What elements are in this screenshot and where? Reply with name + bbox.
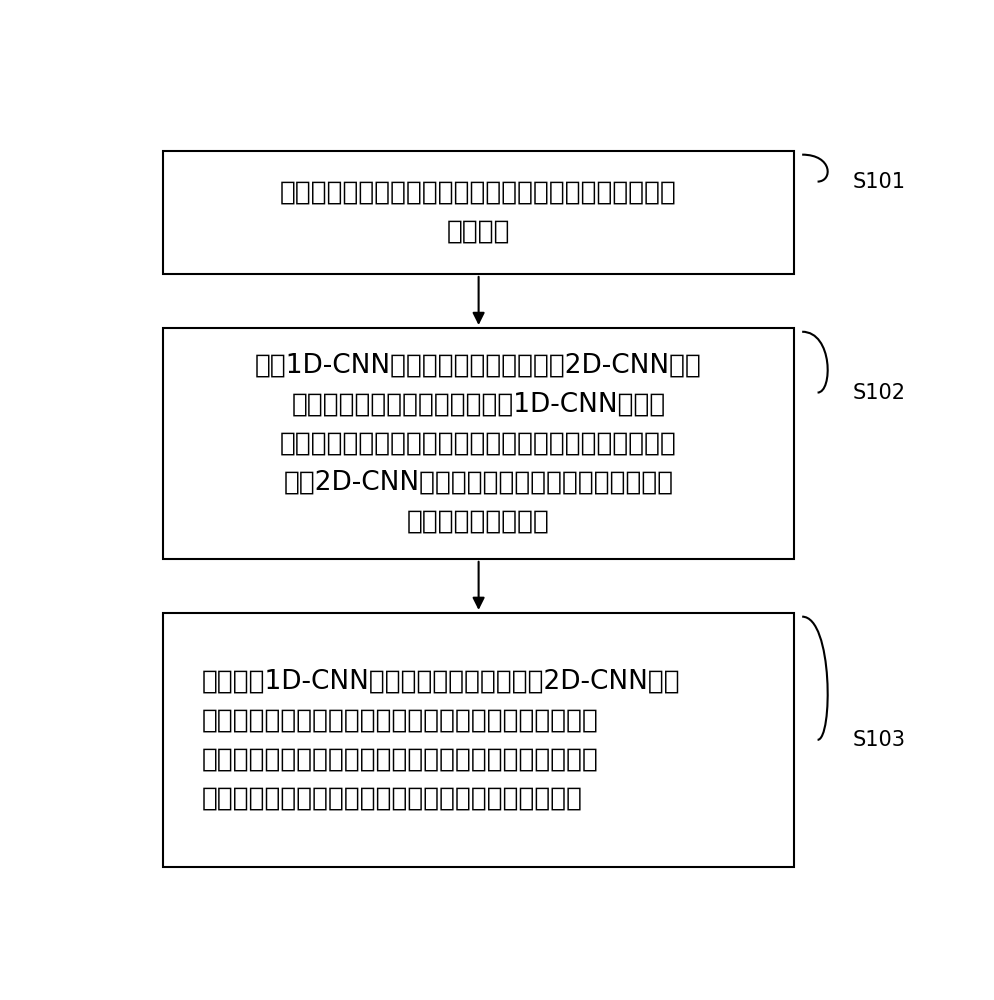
Text: S101: S101 <box>852 172 906 192</box>
Text: 建立1D-CNN多源异构数据提取模型和2D-CNN多源
异构数据提取模型，其中，所述1D-CNN多源异
构数据提取模型用于进行脱硫系统一维时序数据的处理，
所述: 建立1D-CNN多源异构数据提取模型和2D-CNN多源 异构数据提取模型，其中，… <box>255 352 702 534</box>
Bar <box>163 328 794 559</box>
Text: 获取包括一维时序数据以及二维图像数据的脱硫系统多源
异构数据: 获取包括一维时序数据以及二维图像数据的脱硫系统多源 异构数据 <box>280 180 677 245</box>
Bar <box>163 613 794 867</box>
Text: S103: S103 <box>852 730 906 750</box>
Text: 基于所述1D-CNN多源异构数据提取模型和2D-CNN多源
异构数据提取模型，对脱硫系统种的所述多源异构数据进
行特征提取，得到同构类型数据，并采用主成分分析方: 基于所述1D-CNN多源异构数据提取模型和2D-CNN多源 异构数据提取模型，对… <box>201 668 680 811</box>
Bar <box>163 151 794 274</box>
Text: S102: S102 <box>852 383 906 403</box>
